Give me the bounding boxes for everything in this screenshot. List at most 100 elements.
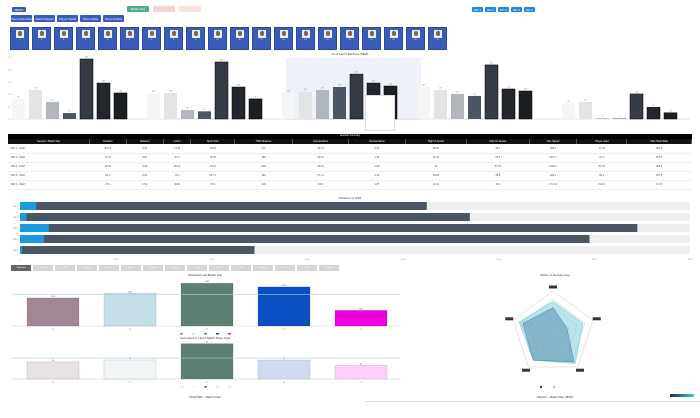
menu-button[interactable]: MENU <box>12 7 26 12</box>
bar <box>103 359 157 380</box>
player-number: 16 <box>348 39 351 41</box>
player-card[interactable]: 13 <box>274 27 293 50</box>
bar-label: 680 <box>359 308 363 310</box>
column-header[interactable]: Sprint Dist <box>190 139 235 144</box>
bar-label: 1420 <box>128 291 133 293</box>
metric-tab[interactable]: Decels <box>121 265 141 271</box>
metric-tab[interactable]: RPE <box>231 265 251 271</box>
bar <box>434 89 447 119</box>
player-photo <box>81 30 90 38</box>
column-header[interactable]: Session / Match Day <box>8 139 91 144</box>
player-card[interactable]: 8 <box>164 27 183 50</box>
player-photo <box>15 30 24 38</box>
player-card[interactable]: 11 <box>230 27 249 50</box>
column-header[interactable]: Accelerations <box>292 139 350 144</box>
metric-tab[interactable]: Wellness <box>319 265 339 271</box>
bar <box>26 361 80 380</box>
metric-tab[interactable]: Impacts <box>209 265 229 271</box>
player-card[interactable]: 5 <box>98 27 117 50</box>
view-button-1[interactable]: Match Report <box>34 15 55 22</box>
player-number: 1 <box>18 39 21 41</box>
bar-label: 81 <box>18 96 20 98</box>
bar <box>484 64 499 120</box>
metric-tab[interactable]: Distance <box>33 265 53 271</box>
metric-tab[interactable]: HR Max <box>165 265 185 271</box>
player-card[interactable]: 17 <box>362 27 381 50</box>
column-header[interactable]: m/min <box>163 139 192 144</box>
metric-tab[interactable]: Accels <box>99 265 119 271</box>
nav-button-md4[interactable]: MD 4 <box>511 7 522 12</box>
player-card[interactable]: 20 <box>428 27 447 50</box>
nav-button-md1[interactable]: MD 1 <box>472 7 483 12</box>
table-cell: 33.01 <box>292 162 349 172</box>
view-button-4[interactable]: Team Charts <box>103 15 124 22</box>
player-card[interactable]: 4 <box>76 27 95 50</box>
player-card[interactable]: 6 <box>120 27 139 50</box>
column-header[interactable]: Distance <box>126 139 165 144</box>
metric-tab[interactable]: Workload <box>11 265 31 271</box>
player-card[interactable]: 19 <box>406 27 425 50</box>
filter-button-3[interactable] <box>179 6 201 12</box>
player-card[interactable]: 14 <box>296 27 315 50</box>
bar-label: 181 <box>355 72 358 74</box>
nav-button-md2[interactable]: MD 2 <box>485 7 496 12</box>
metric-tab[interactable]: Intensity <box>253 265 273 271</box>
column-header[interactable]: Decelerations <box>348 139 406 144</box>
player-card[interactable]: 18 <box>384 27 403 50</box>
view-button-0[interactable]: Team Overview <box>11 15 32 22</box>
nav-button-md3[interactable]: MD 3 <box>498 7 509 12</box>
table-cell: 183 <box>234 171 293 181</box>
player-card[interactable]: 7 <box>142 27 161 50</box>
player-photo <box>169 30 178 38</box>
player-photo <box>389 30 398 38</box>
player-photo <box>147 30 156 38</box>
player-card[interactable]: 2 <box>32 27 51 50</box>
player-card[interactable]: 3 <box>54 27 73 50</box>
player-number: 13 <box>282 39 285 41</box>
y-tick-label: 100 <box>8 94 12 96</box>
column-header[interactable]: Max Speed <box>529 139 578 144</box>
metric-tab[interactable]: Max Speed <box>143 265 163 271</box>
player-number: 3 <box>62 39 65 41</box>
player-card[interactable]: 12 <box>252 27 271 50</box>
x-tick-label: P4 <box>283 382 286 384</box>
filter-button-2[interactable] <box>153 6 175 12</box>
table-cell: 92.51 <box>89 162 127 172</box>
bar-label: 2450 <box>256 250 261 252</box>
column-header[interactable]: Player Load <box>576 139 628 144</box>
column-header[interactable]: HSR Distance <box>234 139 294 144</box>
bar-label: 129 <box>237 85 240 87</box>
player-card[interactable]: 10 <box>208 27 227 50</box>
view-button-2[interactable]: Player Detail <box>57 15 78 22</box>
player-number: 19 <box>414 39 417 41</box>
bar-label: 129 <box>422 85 425 87</box>
table-cell: MD 4 - CAM <box>8 171 90 181</box>
metric-tab[interactable]: Sprints <box>77 265 97 271</box>
filter-button-match-day[interactable]: Match Day <box>127 6 149 12</box>
view-button-3[interactable]: Team Stats <box>80 15 101 22</box>
bar <box>113 92 128 120</box>
player-card[interactable]: 15 <box>318 27 337 50</box>
nav-button-md5[interactable]: MD 5 <box>524 7 535 12</box>
player-photo <box>59 30 68 38</box>
player-number: 14 <box>304 39 307 41</box>
bar-label: 5950 <box>591 239 596 241</box>
player-card[interactable]: 1 <box>10 27 29 50</box>
column-header[interactable]: Max Heart Rate <box>626 139 692 144</box>
bar-label: 4250 <box>428 206 433 208</box>
distance-bar <box>20 202 427 210</box>
column-header[interactable]: Duration <box>89 139 127 144</box>
column-header[interactable]: High Int Accels <box>405 139 468 144</box>
hsr-bar <box>20 224 49 232</box>
metric-tab[interactable]: Sleep <box>297 265 317 271</box>
metric-tab[interactable]: Load <box>187 265 207 271</box>
bar <box>63 113 76 119</box>
column-header[interactable]: High Int Decels <box>466 139 530 144</box>
player-card[interactable]: 9 <box>186 27 205 50</box>
bar <box>333 87 346 119</box>
metric-tab[interactable]: HSR <box>55 265 75 271</box>
player-card[interactable]: 16 <box>340 27 359 50</box>
bar-label: 105 <box>287 90 290 92</box>
metric-tab[interactable]: Recovery <box>275 265 295 271</box>
bar <box>26 297 80 327</box>
